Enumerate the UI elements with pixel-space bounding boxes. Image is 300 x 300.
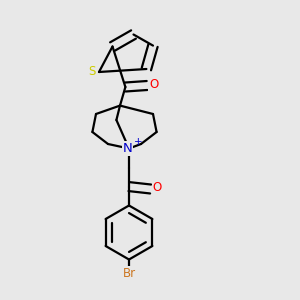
Text: S: S xyxy=(89,64,96,78)
Text: O: O xyxy=(153,181,162,194)
Text: +: + xyxy=(134,137,143,147)
Text: N: N xyxy=(123,142,132,155)
Text: Br: Br xyxy=(122,267,136,280)
Text: O: O xyxy=(149,77,158,91)
